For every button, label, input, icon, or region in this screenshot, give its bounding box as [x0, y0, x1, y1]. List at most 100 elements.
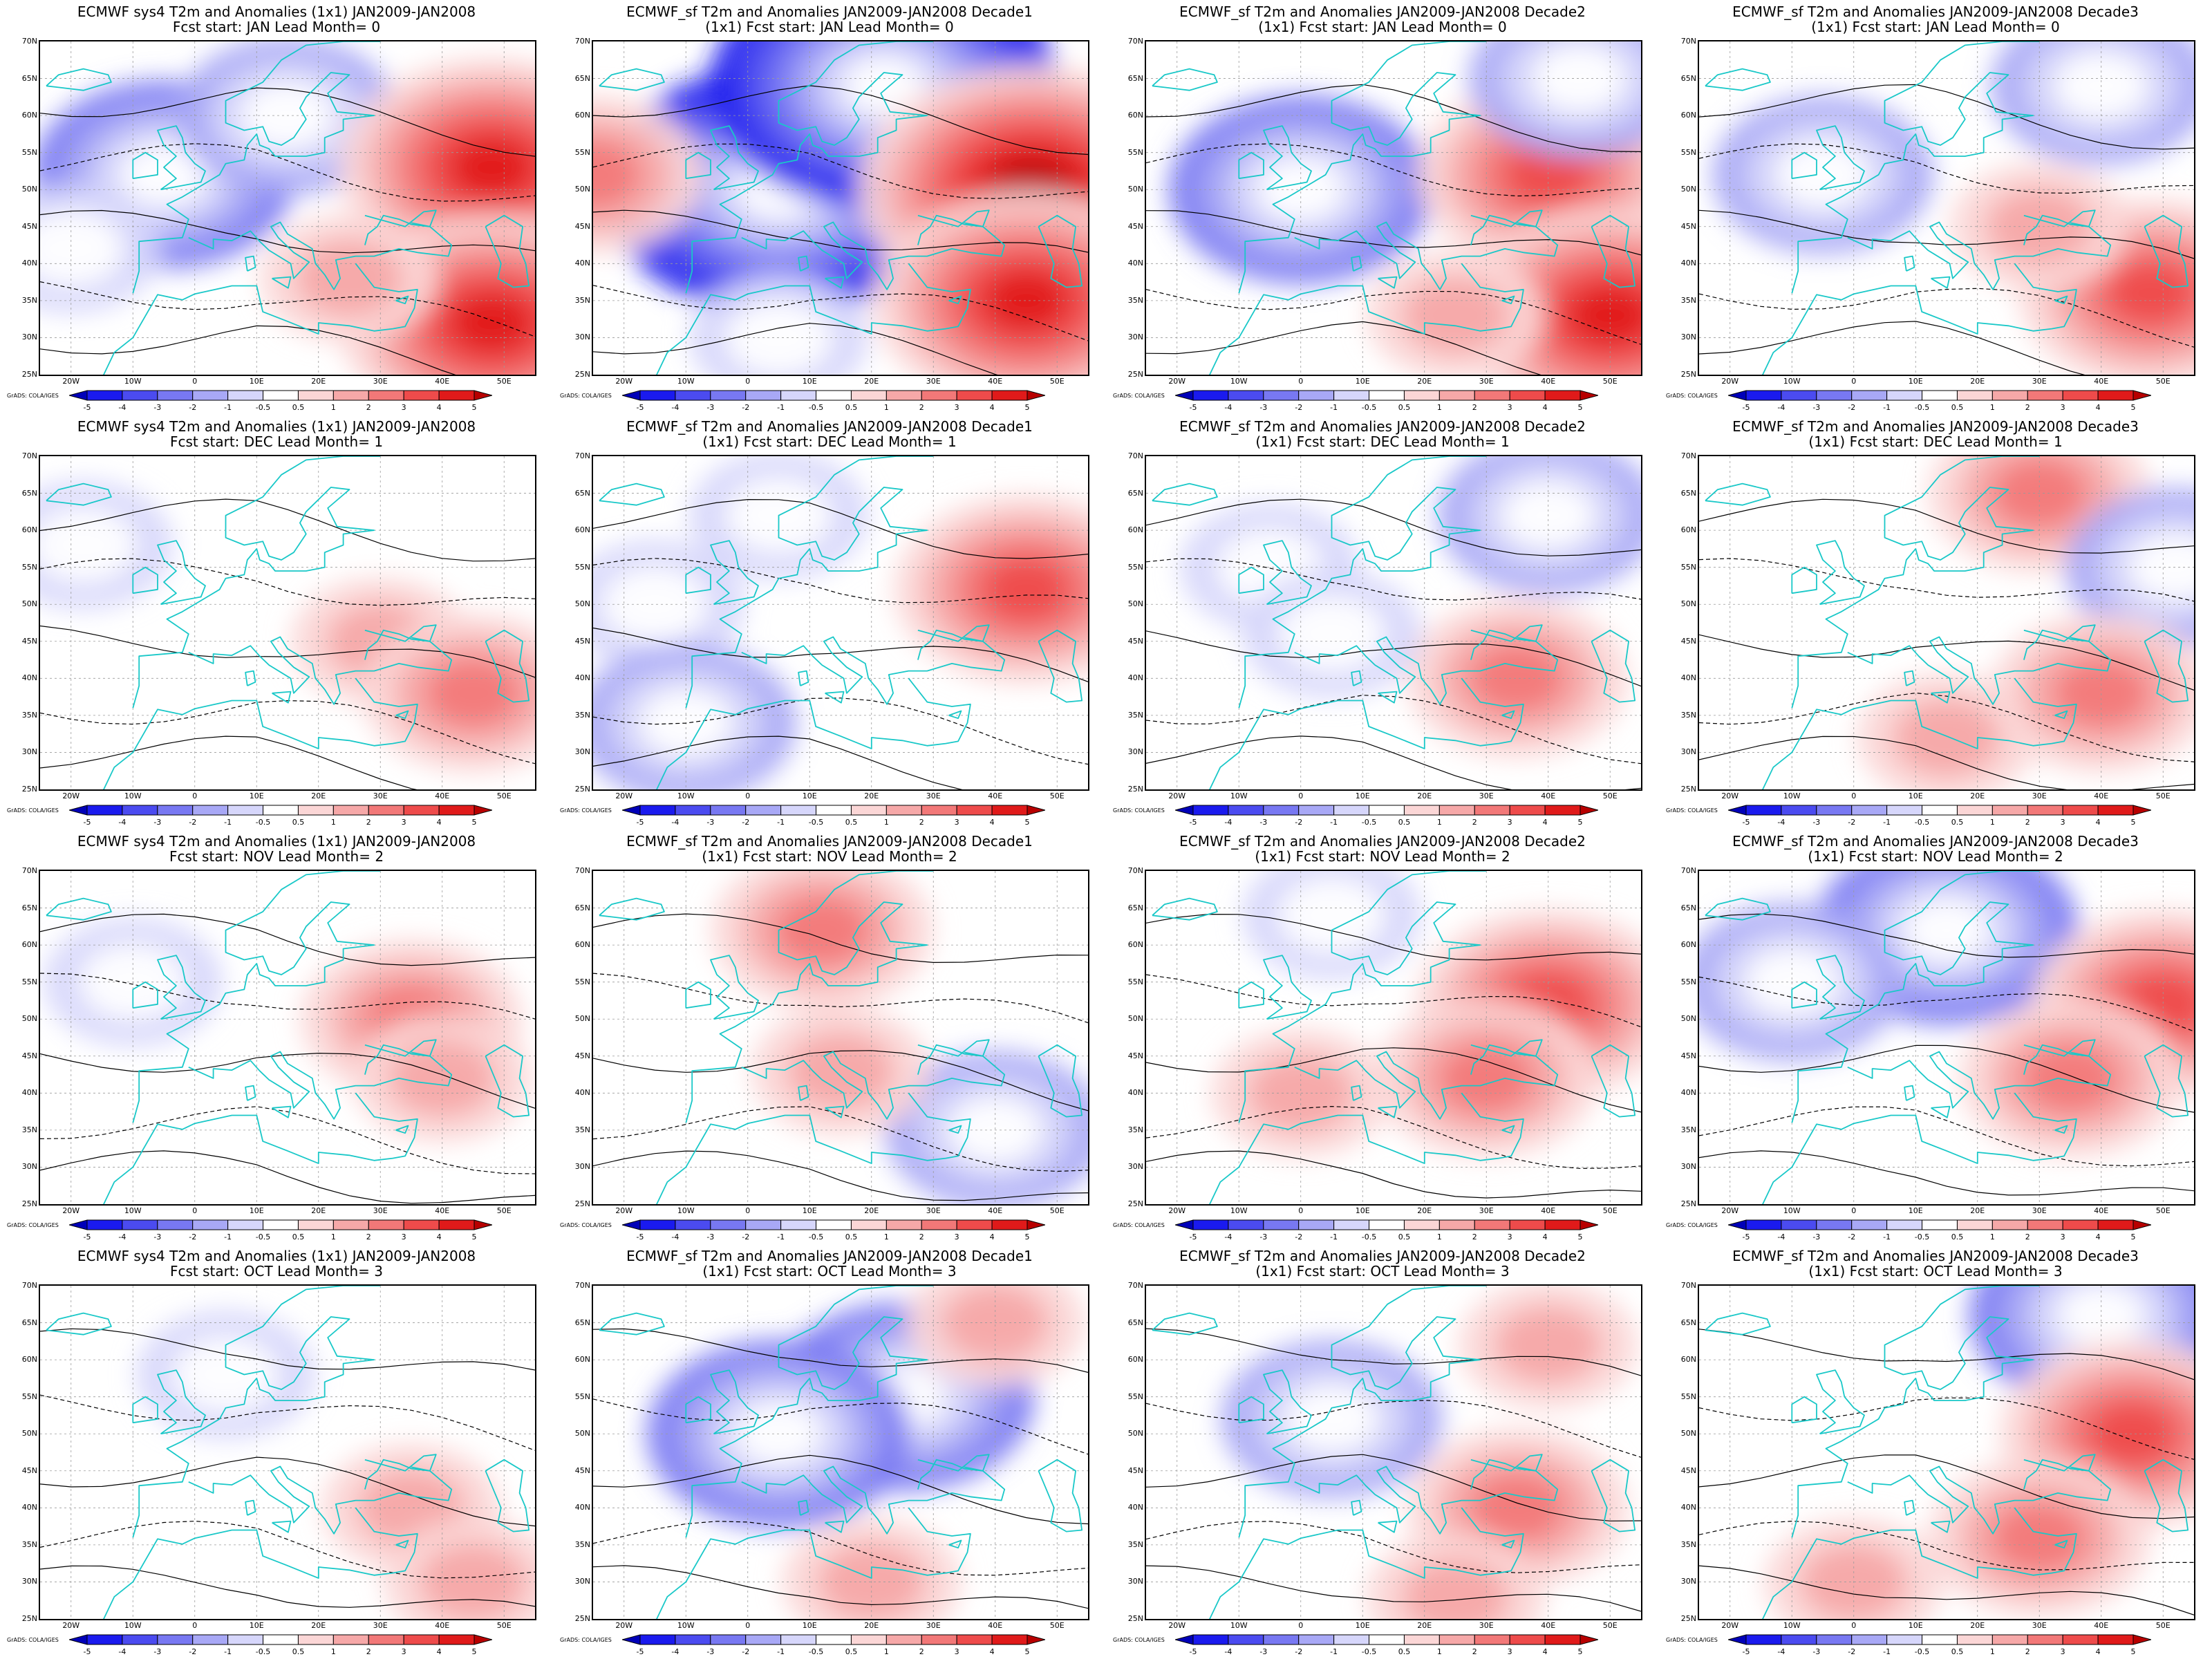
lat-label: 60N: [21, 525, 37, 535]
colorbar-swatch: [2097, 1634, 2134, 1645]
coastline: [395, 710, 409, 720]
temperature-contour: [593, 913, 1088, 964]
lon-label: 10W: [1230, 791, 1248, 800]
lon-label: 20E: [311, 377, 326, 386]
lat-label: 45N: [21, 1465, 37, 1475]
coastline: [656, 263, 971, 375]
temperature-contour: [1699, 735, 2194, 789]
lon-label: 10E: [249, 791, 264, 800]
coastline: [245, 1085, 256, 1101]
coastline: [188, 214, 453, 290]
map-panel: ECMWF_sf T2m and Anomalies JAN2009-JAN20…: [1106, 1244, 1659, 1659]
temperature-contour: [593, 85, 1088, 156]
anomaly-map: [1145, 40, 1642, 376]
map-panel: ECMWF_sf T2m and Anomalies JAN2009-JAN20…: [1659, 830, 2212, 1244]
colorbar-label: 2: [919, 1232, 924, 1241]
lat-label: 40N: [1127, 1088, 1143, 1098]
coastline: [948, 295, 962, 305]
colorbar-label: 5: [1577, 818, 1583, 827]
grads-credit: GrADS: COLA/IGES: [1666, 393, 1718, 399]
temperature-contour: [40, 625, 535, 678]
lon-label: 20W: [615, 377, 633, 386]
coastline: [46, 482, 112, 506]
temperature-contour: [40, 1150, 535, 1204]
lon-label: 20E: [864, 377, 879, 386]
lat-label: 25N: [574, 370, 590, 379]
map-plot: [593, 1286, 1088, 1619]
colorbar-label: -4: [671, 1232, 679, 1241]
lat-label: 30N: [574, 332, 590, 342]
colorbar-swatch: [780, 1219, 817, 1230]
coastline: [1209, 1507, 1524, 1619]
lat-label: 40N: [574, 673, 590, 683]
colorbar-swatch: [1369, 805, 1405, 816]
coastline: [685, 871, 934, 1123]
map-plot: [40, 456, 535, 789]
coastline: [157, 125, 206, 191]
anomaly-region: [450, 292, 534, 353]
map-panel: ECMWF_sf T2m and Anomalies JAN2009-JAN20…: [1659, 1244, 2212, 1659]
lon-label: 0: [1851, 377, 1857, 386]
lon-label: 0: [1298, 1621, 1304, 1630]
colorbar-swatch: [1956, 805, 1993, 816]
lon-label: 40E: [988, 377, 1003, 386]
panel-subtitle: (1x1) Fcst start: NOV Lead Month= 2: [1808, 848, 2063, 865]
anomaly-region: [2106, 261, 2194, 325]
coastline: [798, 670, 809, 686]
colorbar-label: 1: [883, 818, 889, 827]
colorbar-swatch: [1745, 1219, 1782, 1230]
coastline: [710, 955, 759, 1020]
colorbar-label: 4: [989, 403, 995, 412]
colorbar-label: 4: [1542, 403, 1548, 412]
lon-label: 30E: [926, 377, 941, 386]
coastline: [46, 897, 112, 921]
lon-label: 10E: [249, 1621, 264, 1630]
lat-label: 30N: [1127, 332, 1143, 342]
lon-label: 10W: [124, 791, 142, 800]
lon-label: 0: [745, 1621, 751, 1630]
lon-label: 0: [745, 377, 751, 386]
lat-label: 40N: [1680, 673, 1696, 683]
anomaly-region: [1284, 1385, 1379, 1453]
lat-label: 60N: [1680, 525, 1696, 535]
colorbar-swatch: [1509, 805, 1546, 816]
coastline: [395, 1125, 409, 1134]
panel-title: ECMWF sys4 T2m and Anomalies (1x1) JAN20…: [77, 418, 476, 435]
colorbar-swatch: [1192, 1219, 1229, 1230]
colorbar-label: -3: [1259, 818, 1268, 827]
lat-label: 45N: [1127, 221, 1143, 231]
temperature-contour: [1146, 1521, 1641, 1573]
panel-title: ECMWF_sf T2m and Anomalies JAN2009-JAN20…: [1732, 3, 2139, 20]
lat-label: 55N: [1680, 147, 1696, 157]
colorbar-swatch: [297, 1634, 334, 1645]
temperature-contour: [1699, 321, 2086, 375]
colorbar-label: -4: [1224, 403, 1232, 412]
lon-label: 20E: [1417, 791, 1432, 800]
colorbar-label: 5: [1577, 403, 1583, 412]
colorbar-swatch: [991, 1219, 1028, 1230]
lon-label: 0: [1298, 791, 1304, 800]
lon-label: 50E: [1602, 791, 1618, 800]
colorbar-label: 5: [1024, 818, 1030, 827]
grads-credit: GrADS: COLA/IGES: [1666, 807, 1718, 814]
colorbar-swatch: [850, 390, 887, 401]
colorbar: [1175, 1219, 1598, 1230]
lat-label: 65N: [574, 488, 590, 498]
colorbar-label: 2: [366, 1647, 371, 1656]
coastline: [1705, 1312, 1771, 1335]
coastline: [2054, 1539, 2068, 1549]
colorbar-label: -1: [777, 1232, 785, 1241]
lat-label: 45N: [574, 1051, 590, 1060]
coastline: [2054, 710, 2068, 720]
colorbar-swatch: [1263, 805, 1300, 816]
lat-label: 25N: [21, 1614, 37, 1623]
lat-label: 30N: [21, 332, 37, 342]
colorbar-swatch: [1991, 390, 2028, 401]
lat-label: 35N: [1680, 710, 1696, 720]
coastline: [1791, 1396, 1817, 1424]
lat-label: 30N: [574, 747, 590, 757]
anomaly-map: [592, 455, 1089, 791]
colorbar-swatch: [956, 1634, 993, 1645]
colorbar-label: -0.5: [255, 1232, 271, 1241]
lon-label: 20W: [1168, 1206, 1186, 1215]
